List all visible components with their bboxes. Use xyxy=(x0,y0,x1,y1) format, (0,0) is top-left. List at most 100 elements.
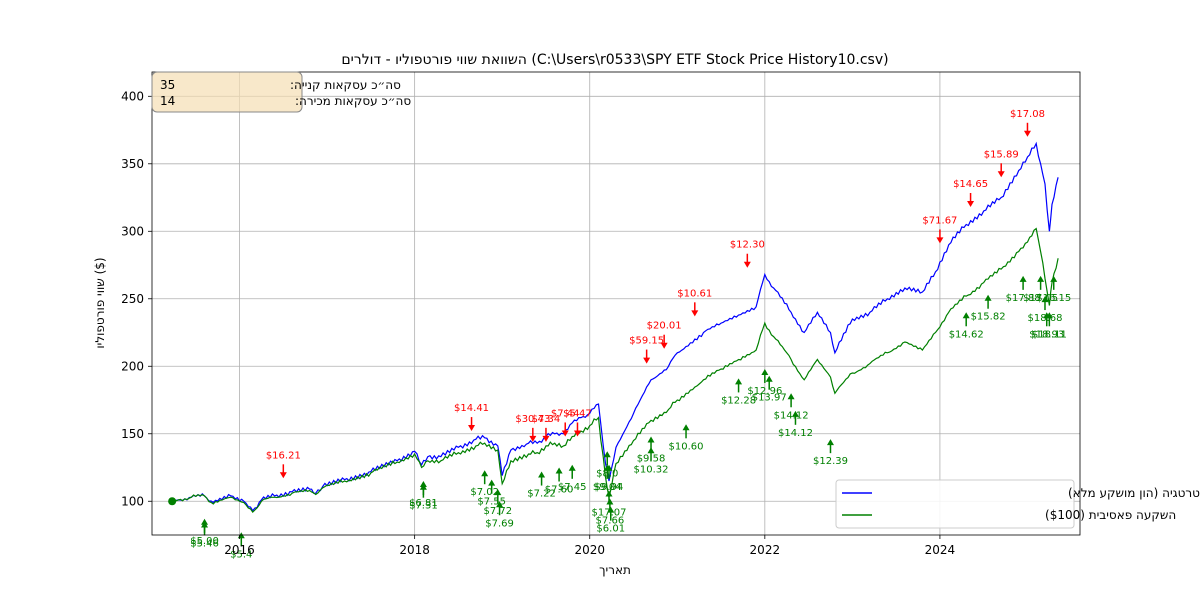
buy-annotation-label: $12.39 xyxy=(813,456,848,467)
y-tick-label: 250 xyxy=(121,292,144,306)
x-tick-label: 2024 xyxy=(925,543,956,557)
y-tick-label: 100 xyxy=(121,494,144,508)
buy-annotation-label: $7.45 xyxy=(558,482,587,493)
buy-annotation-label: $10.60 xyxy=(669,441,704,452)
buy-annotation-label: $5.4 xyxy=(230,549,252,560)
buy-arrow-head xyxy=(826,439,834,446)
sell-arrow-head xyxy=(1023,130,1031,137)
buy-arrow-head xyxy=(1041,296,1049,303)
axis-ticks: 2016 2018 2020 2022 2024 100 150 200 250 300 350 40… xyxy=(121,89,955,557)
buy-annotation-label: $7.02 xyxy=(470,487,499,498)
legend-box xyxy=(835,479,1075,529)
buy-annotation-label: $7.66 xyxy=(596,516,625,527)
buy-annotation-label: $7.72 xyxy=(483,506,512,517)
buy-annotation-label: $6.01 xyxy=(596,524,625,535)
series-lines xyxy=(168,141,1059,514)
buy-annotation-label: $18.93 xyxy=(1029,329,1064,340)
buy-annotation-label: $7.69 xyxy=(485,518,514,529)
buy-arrow-head xyxy=(568,464,576,471)
buy-annotation-label: $9.04 xyxy=(593,482,622,493)
buy-arrow-head xyxy=(496,501,504,508)
x-tick-label: 2016 xyxy=(224,543,255,557)
sell-annotation-label: $12.30 xyxy=(730,240,765,251)
buy-annotation-label: $15.82 xyxy=(971,312,1006,323)
buy-arrow-head xyxy=(605,464,613,471)
sell-arrow-head xyxy=(691,310,699,317)
buy-arrow-head xyxy=(1019,275,1027,282)
sell-arrow-head xyxy=(468,425,476,432)
sell-arrow-head xyxy=(660,342,668,349)
y-tick-label: 200 xyxy=(121,359,144,373)
chart-title: השוואת שווי פורטפוליו - דולרים (C:\Users… xyxy=(341,52,888,68)
buy-arrow-head xyxy=(555,467,563,474)
buy-arrow-head xyxy=(605,490,613,497)
buy-arrow-head xyxy=(735,378,743,385)
sell-annotation-label: $14.65 xyxy=(953,179,988,190)
buy-arrow-head xyxy=(761,368,769,375)
sell-arrow-head xyxy=(529,435,537,442)
buy-arrow-head xyxy=(647,436,655,443)
info-box-background xyxy=(151,71,303,113)
buy-annotation-label: $13.97 xyxy=(752,393,787,404)
sell-annotation-label: $7.44 xyxy=(551,408,580,419)
buy-annotation-label: $14.12 xyxy=(774,410,809,421)
y-tick-label: 150 xyxy=(121,427,144,441)
sell-arrow-head xyxy=(743,261,751,268)
buy-annotation-label: $6.81 xyxy=(409,498,438,509)
buy-arrow-head xyxy=(494,489,502,496)
buy-annotation-label: $5.00 xyxy=(190,536,219,547)
buy-annotation-label: $17.88 xyxy=(1006,293,1041,304)
sell-total-label: סה״כ עסקאות מכירה: xyxy=(295,94,411,108)
sell-annotation-label: $10.61 xyxy=(677,288,712,299)
y-tick-label: 400 xyxy=(121,89,144,103)
sell-arrow-head xyxy=(997,171,1005,178)
sell-annotation-label: $17.08 xyxy=(1010,109,1045,120)
y-axis-label: שווי פורטפוליו ($) xyxy=(93,257,107,348)
sell-annotation-label: $59.15 xyxy=(629,336,664,347)
y-tick-label: 300 xyxy=(121,224,144,238)
buy-arrow-head xyxy=(791,410,799,417)
sell-annotation-label: $30.43 xyxy=(515,414,550,425)
info-box: סה״כ עסקאות קנייה: 35 סה״כ עסקאות מכירה:… xyxy=(151,71,411,113)
sell-annotation-label: $15.89 xyxy=(984,149,1019,160)
x-tick-label: 2018 xyxy=(399,543,430,557)
buy-annotation-label: $17.07 xyxy=(591,507,626,518)
buy-arrow-head xyxy=(984,294,992,301)
buy-annotation-label: $12.96 xyxy=(747,386,782,397)
start-point-marker xyxy=(168,497,177,506)
legend-strategy-label: ביצועי אסטרטגיה (הון מושקע מלא) xyxy=(1068,486,1200,500)
buy-arrow-head xyxy=(1037,275,1045,282)
buy-arrow-head xyxy=(481,470,489,477)
buy-arrow-head xyxy=(787,393,795,400)
buy-arrow-head xyxy=(607,506,615,513)
legend: ביצועי אסטרטגיה (הון מושקע מלא) השקעה פא… xyxy=(835,479,1200,529)
buy-annotation-label: $18.68 xyxy=(1027,313,1062,324)
buy-annotation-label: $14.62 xyxy=(949,329,984,340)
x-axis-label: תאריך xyxy=(599,563,631,577)
buy-annotation-label: $7.60 xyxy=(545,485,574,496)
buy-arrow-head xyxy=(1050,275,1058,282)
sell-annotation-label: $5.47 xyxy=(563,408,592,419)
buy-arrow-head xyxy=(488,479,496,486)
sell-arrow-head xyxy=(573,430,581,437)
sell-arrow-head xyxy=(279,472,287,479)
plot-frame xyxy=(151,71,1081,536)
legend-passive-label: השקעה פאסיבית ($100) xyxy=(1045,508,1176,522)
buy-total-value: 35 xyxy=(160,78,175,92)
buy-arrow-head xyxy=(419,483,427,490)
trade-annotations: $16.21 $14.41 $30.43$7.34$7.44$5.47 $59.15 $… xyxy=(190,109,1071,561)
sell-annotation-label: $16.21 xyxy=(266,450,301,461)
grid xyxy=(152,72,1080,535)
x-tick-label: 2020 xyxy=(574,543,605,557)
buy-annotation-label: $9.94 xyxy=(595,482,624,493)
buy-arrow-head xyxy=(606,498,614,505)
buy-annotation-label: $7.31 xyxy=(409,501,438,512)
sell-arrow-head xyxy=(643,357,651,364)
buy-arrow-head xyxy=(647,447,655,454)
y-tick-label: 350 xyxy=(121,157,144,171)
buy-arrow-head xyxy=(765,375,773,382)
buy-annotation-label: $18.11 xyxy=(1032,329,1067,340)
buy-annotation-label: $16.15 xyxy=(1036,293,1071,304)
sell-annotation-label: $71.67 xyxy=(922,215,957,226)
